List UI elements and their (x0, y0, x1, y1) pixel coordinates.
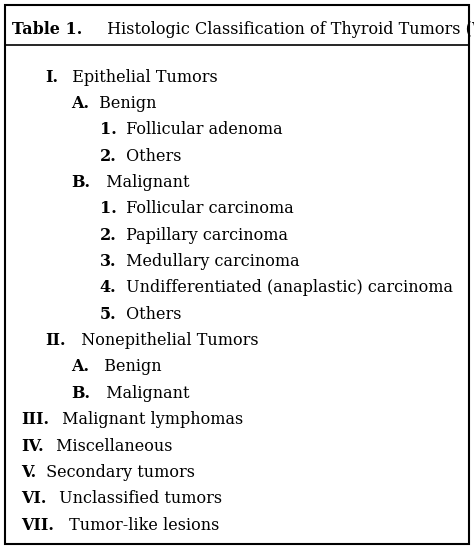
Text: VII.: VII. (21, 517, 54, 534)
Text: 1.: 1. (100, 200, 116, 217)
Text: IV.: IV. (21, 438, 44, 455)
Text: Benign: Benign (94, 358, 162, 376)
Text: 5.: 5. (100, 306, 116, 323)
Text: Malignant: Malignant (96, 385, 189, 402)
Text: 2.: 2. (100, 148, 116, 165)
Text: B.: B. (71, 174, 90, 191)
Text: Secondary tumors: Secondary tumors (41, 464, 195, 481)
Text: I.: I. (45, 69, 58, 86)
Text: VI.: VI. (21, 490, 47, 507)
Text: Others: Others (121, 148, 182, 165)
Text: Papillary carcinoma: Papillary carcinoma (121, 227, 288, 244)
Text: Histologic Classification of Thyroid Tumors (WHO): Histologic Classification of Thyroid Tum… (102, 21, 474, 38)
Text: Follicular carcinoma: Follicular carcinoma (121, 200, 294, 217)
Text: Malignant lymphomas: Malignant lymphomas (57, 411, 244, 428)
Text: Follicular adenoma: Follicular adenoma (121, 121, 283, 138)
Text: 4.: 4. (100, 279, 116, 296)
Text: Epithelial Tumors: Epithelial Tumors (62, 69, 218, 86)
Text: Table 1.: Table 1. (12, 21, 82, 38)
Text: 2.: 2. (100, 227, 116, 244)
Text: Medullary carcinoma: Medullary carcinoma (121, 253, 300, 270)
Text: 3.: 3. (100, 253, 116, 270)
Text: Unclassified tumors: Unclassified tumors (54, 490, 222, 507)
Text: Undifferentiated (anaplastic) carcinoma: Undifferentiated (anaplastic) carcinoma (121, 279, 453, 296)
Text: B.: B. (71, 385, 90, 402)
Text: Others: Others (121, 306, 182, 323)
Text: Nonepithelial Tumors: Nonepithelial Tumors (72, 332, 259, 349)
Text: Malignant: Malignant (96, 174, 189, 191)
Text: III.: III. (21, 411, 49, 428)
Text: 1.: 1. (100, 121, 116, 138)
Text: V.: V. (21, 464, 36, 481)
Text: A.: A. (71, 358, 89, 376)
Text: A.: A. (71, 95, 89, 112)
Text: II.: II. (45, 332, 65, 349)
Text: Benign: Benign (94, 95, 157, 112)
Text: Miscellaneous: Miscellaneous (51, 438, 172, 455)
Text: Tumor-like lesions: Tumor-like lesions (64, 517, 219, 534)
